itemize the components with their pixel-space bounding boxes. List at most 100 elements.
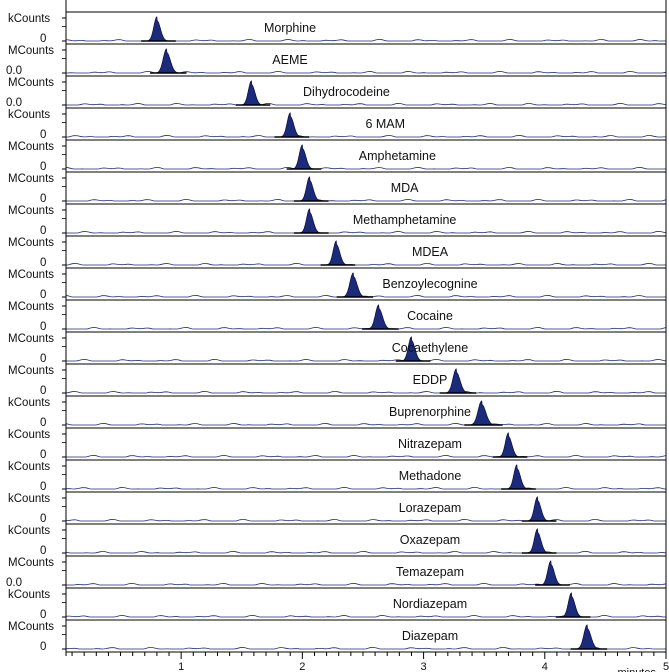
strip-zero-label: 0: [40, 609, 46, 621]
peak: [155, 48, 179, 74]
baseline-trace: [65, 294, 666, 298]
strip-zero-label: 0: [40, 129, 46, 141]
compound-label: Cocaine: [407, 309, 453, 323]
strip-zero-label: 0.0: [6, 577, 22, 589]
baseline-trace: [65, 518, 666, 522]
strip-unit-label: MCounts: [8, 333, 54, 345]
compound-label: Nitrazepam: [398, 437, 462, 451]
strip-zero-label: 0: [40, 33, 46, 45]
strip-unit-label: kCounts: [8, 397, 50, 409]
strip-unit-label: MCounts: [8, 205, 54, 217]
strip-unit-label: MCounts: [8, 365, 54, 377]
peak: [469, 400, 496, 426]
strip-unit-label: kCounts: [8, 525, 50, 537]
strip-zero-label: 0: [40, 481, 46, 493]
trace-row-temazepam: MCounts 0.0 Temazepam: [6, 555, 667, 589]
trace-row-nordiazepam: kCounts 0 Nordiazepam: [8, 587, 666, 621]
strip-unit-label: kCounts: [8, 589, 50, 601]
peak: [241, 80, 263, 106]
baseline-trace: [66, 262, 666, 266]
strip-unit-label: kCounts: [8, 429, 50, 441]
strip-unit-label: MCounts: [8, 77, 54, 89]
strip-unit-label: kCounts: [8, 13, 50, 25]
x-tick-label: 2: [299, 661, 305, 672]
strip-zero-label: 0: [40, 193, 46, 205]
strip-zero-label: 0: [40, 161, 46, 173]
compound-label: Methadone: [399, 469, 462, 483]
strip-zero-label: 0: [40, 545, 46, 557]
trace-row-mdea: MCounts 0 MDEA: [8, 235, 666, 269]
strip-zero-label: 0: [40, 257, 46, 269]
peak: [561, 592, 583, 618]
strip-unit-label: MCounts: [8, 141, 54, 153]
compound-label: Dihydrocodeine: [303, 85, 390, 99]
strip-unit-label: kCounts: [8, 493, 50, 505]
baseline-trace: [66, 198, 667, 202]
compound-label: Buprenorphine: [389, 405, 471, 419]
strip-zero-label: 0: [40, 513, 46, 525]
x-axis-label: minutes: [617, 667, 656, 672]
trace-row-dihydrocodeine: MCounts 0.0 Dihydrocodeine: [6, 75, 667, 109]
peak: [292, 144, 314, 170]
compound-label: Amphetamine: [359, 149, 436, 163]
baseline-trace: [65, 550, 667, 554]
baseline-trace: [65, 422, 666, 426]
peak: [280, 112, 302, 138]
strip-zero-label: 0: [40, 289, 46, 301]
peak: [146, 16, 169, 42]
peak: [367, 304, 391, 330]
compound-label: Nordiazepam: [393, 597, 467, 611]
trace-row-methadone: kCounts 0 Methadone: [8, 459, 666, 493]
trace-row-methamphetamine: MCounts 0 Methamphetamine: [8, 203, 667, 237]
peak: [401, 336, 423, 362]
compound-label: Morphine: [264, 21, 316, 35]
strip-zero-label: 0: [40, 385, 46, 397]
peak: [326, 240, 348, 266]
peak: [299, 176, 321, 202]
x-tick-label: 1: [178, 661, 184, 672]
baseline-trace: [65, 166, 666, 170]
strip-zero-label: 0: [40, 225, 46, 237]
compound-label: Temazepam: [396, 565, 464, 579]
trace-row-oxazepam: kCounts 0 Oxazepam: [8, 523, 667, 557]
compound-label: EDDP: [413, 373, 448, 387]
strip-unit-label: MCounts: [8, 557, 54, 569]
strip-unit-label: MCounts: [8, 173, 54, 185]
trace-row-morphine: kCounts 0 Morphine: [8, 11, 666, 45]
trace-row-nitrazepam: kCounts 0 Nitrazepam: [8, 427, 667, 461]
baseline-trace: [66, 102, 667, 106]
peak: [498, 432, 520, 458]
x-tick-label: 5: [663, 661, 669, 672]
peak: [540, 560, 563, 586]
compound-label: MDEA: [412, 245, 449, 259]
trace-row-aeme: MCounts 0.0 AEME: [6, 43, 667, 77]
compound-label: 6 MAM: [365, 117, 405, 131]
strip-unit-label: kCounts: [8, 109, 50, 121]
strip-zero-label: 0: [40, 321, 46, 333]
baseline-trace: [66, 358, 667, 362]
compound-label: MDA: [391, 181, 419, 195]
strip-unit-label: MCounts: [8, 269, 54, 281]
baseline-trace: [66, 134, 666, 138]
trace-row-lorazepam: kCounts 0 Lorazepam: [8, 491, 666, 525]
baseline-trace: [66, 230, 667, 234]
peak: [445, 368, 469, 394]
baseline-trace: [65, 486, 666, 490]
baseline-trace: [66, 646, 666, 650]
trace-row-cocaethylene: MCounts 0 Cocaethylene: [8, 331, 667, 365]
trace-row-benzoylecognine: MCounts 0 Benzoylecognine: [8, 267, 666, 301]
peak: [299, 208, 321, 234]
peak: [576, 624, 600, 650]
compound-label: AEME: [272, 53, 307, 67]
trace-row-eddp: MCounts 0 EDDP: [8, 363, 666, 397]
x-tick-label: 3: [421, 661, 427, 672]
trace-row-amphetamine: MCounts 0 Amphetamine: [8, 139, 666, 173]
strip-zero-label: 0: [40, 641, 46, 653]
strip-unit-label: MCounts: [8, 621, 54, 633]
trace-row-cocaine: MCounts 0 Cocaine: [8, 299, 667, 333]
compound-label: Lorazepam: [399, 501, 462, 515]
strip-unit-label: MCounts: [8, 301, 54, 313]
trace-row-diazepam: MCounts 0 Diazepam: [8, 619, 666, 653]
strip-zero-label: 0: [40, 449, 46, 461]
strip-zero-label: 0: [40, 417, 46, 429]
